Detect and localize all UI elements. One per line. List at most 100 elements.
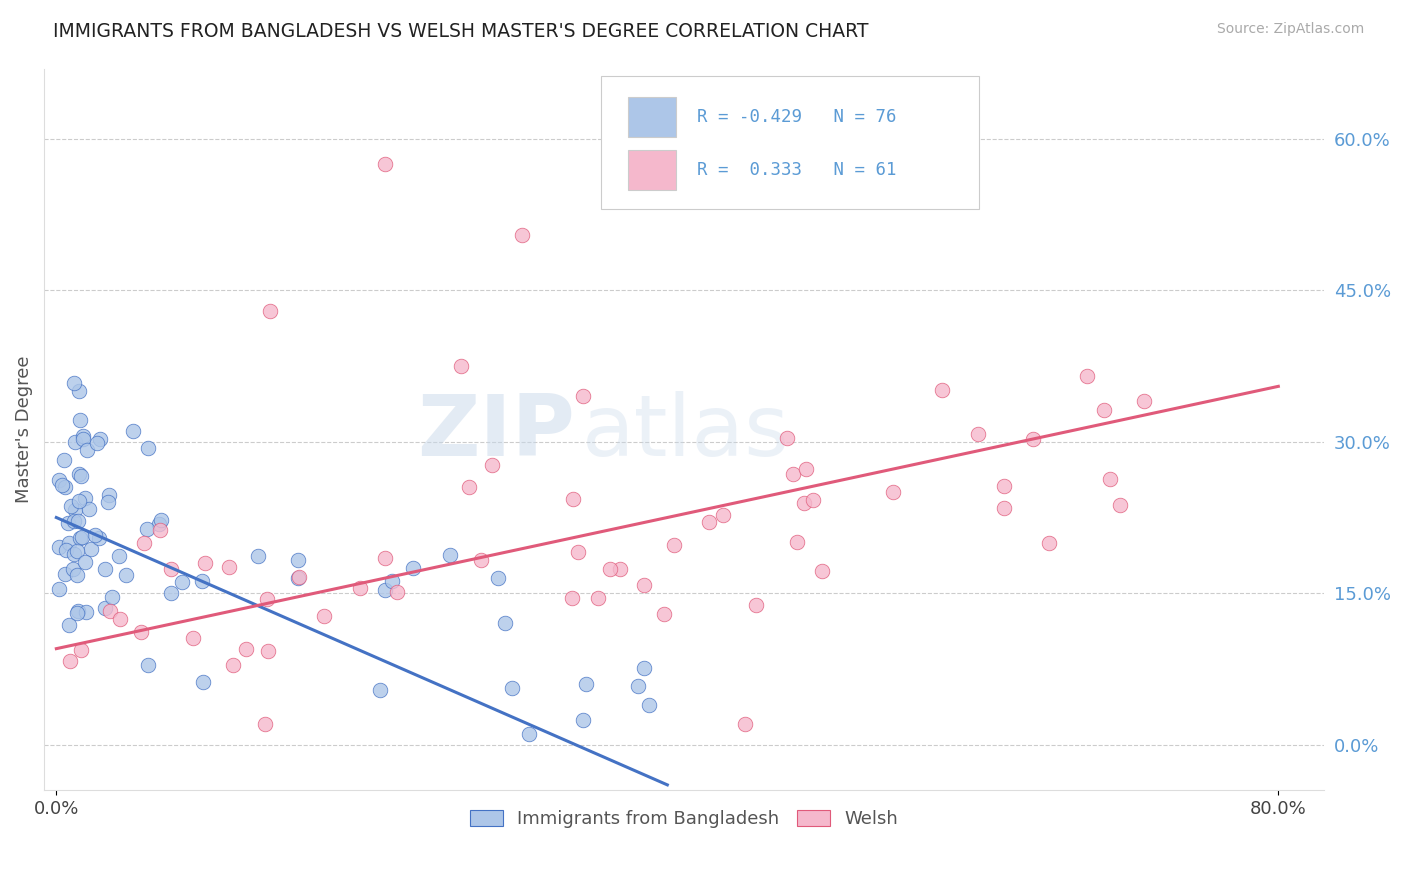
Point <box>48 582 70 596</box>
Point <box>256 644 278 658</box>
Point <box>76 442 98 457</box>
Point <box>70 469 93 483</box>
Text: Source: ZipAtlas.com: Source: ZipAtlas.com <box>1216 22 1364 37</box>
Point <box>55 480 77 494</box>
FancyBboxPatch shape <box>628 97 676 137</box>
Point <box>63 434 86 449</box>
Point <box>218 560 240 574</box>
Point <box>711 508 734 523</box>
Point <box>122 424 145 438</box>
Point <box>114 567 136 582</box>
Point <box>52 453 75 467</box>
Text: R = -0.429   N = 76: R = -0.429 N = 76 <box>697 108 897 126</box>
Point <box>481 458 503 473</box>
Point <box>402 561 425 575</box>
Point <box>312 608 335 623</box>
Point <box>494 615 516 630</box>
Point <box>572 389 595 403</box>
Point <box>107 549 129 563</box>
Point <box>1092 402 1115 417</box>
Point <box>129 624 152 639</box>
Point <box>58 516 80 531</box>
Point <box>48 473 70 487</box>
Point <box>562 492 585 507</box>
Point <box>374 157 396 171</box>
Point <box>194 556 217 570</box>
Point <box>148 516 170 531</box>
Point <box>374 582 396 597</box>
Point <box>73 555 96 569</box>
Point <box>97 495 120 509</box>
Point <box>235 642 257 657</box>
Point <box>966 427 988 442</box>
Point <box>699 515 721 529</box>
FancyBboxPatch shape <box>628 151 676 190</box>
Point <box>1109 498 1132 512</box>
Point <box>450 359 472 373</box>
FancyBboxPatch shape <box>600 76 979 210</box>
Point <box>882 485 904 500</box>
Point <box>160 562 183 576</box>
Point <box>575 677 598 691</box>
Point <box>70 530 93 544</box>
Point <box>62 562 84 576</box>
Text: R =  0.333   N = 61: R = 0.333 N = 61 <box>697 161 897 179</box>
Point <box>191 674 214 689</box>
Point <box>181 631 204 645</box>
Point <box>349 581 371 595</box>
Point <box>287 552 309 566</box>
Point <box>62 547 84 561</box>
Point <box>586 591 609 605</box>
Point <box>98 604 121 618</box>
Point <box>571 713 593 727</box>
Point <box>931 383 953 397</box>
Point <box>1038 535 1060 549</box>
Point <box>811 564 834 578</box>
Point <box>63 503 86 517</box>
Point <box>67 604 90 618</box>
Point <box>993 501 1015 516</box>
Point <box>86 436 108 450</box>
Point <box>73 491 96 505</box>
Point <box>381 574 404 588</box>
Point <box>69 642 91 657</box>
Point <box>374 550 396 565</box>
Point <box>501 681 523 696</box>
Point <box>256 592 278 607</box>
Point <box>470 552 492 566</box>
Point <box>160 586 183 600</box>
Point <box>776 432 799 446</box>
Point <box>48 540 70 554</box>
Point <box>786 534 808 549</box>
Point <box>67 467 90 482</box>
Point <box>439 548 461 562</box>
Point <box>486 571 509 585</box>
Point <box>150 513 173 527</box>
Point <box>66 544 89 558</box>
Point <box>101 591 124 605</box>
Point <box>793 496 815 510</box>
Point <box>77 502 100 516</box>
Point <box>457 480 479 494</box>
Point <box>53 566 76 581</box>
Point <box>98 488 121 502</box>
Point <box>51 478 73 492</box>
Point <box>170 575 193 590</box>
Legend: Immigrants from Bangladesh, Welsh: Immigrants from Bangladesh, Welsh <box>463 802 905 835</box>
Point <box>567 545 589 559</box>
Point <box>368 683 391 698</box>
Point <box>67 494 90 508</box>
Point <box>662 538 685 552</box>
Text: atlas: atlas <box>582 392 790 475</box>
Point <box>288 570 311 584</box>
Text: ZIP: ZIP <box>418 392 575 475</box>
Point <box>385 585 408 599</box>
Point <box>87 531 110 545</box>
Point <box>782 467 804 481</box>
Point <box>66 567 89 582</box>
Point <box>1022 433 1045 447</box>
Y-axis label: Master's Degree: Master's Degree <box>15 356 32 503</box>
Point <box>69 413 91 427</box>
Point <box>1076 369 1098 384</box>
Point <box>801 493 824 508</box>
